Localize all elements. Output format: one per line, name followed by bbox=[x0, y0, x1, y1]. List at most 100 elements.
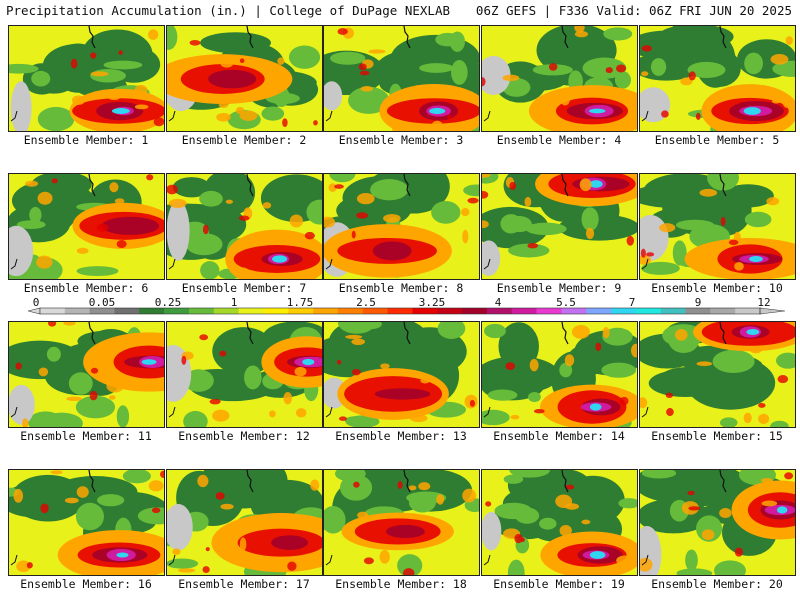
precip-field-15 bbox=[640, 322, 795, 427]
colorbar-segment bbox=[64, 308, 91, 314]
colorbar-segment bbox=[437, 308, 463, 314]
colorbar-segment bbox=[139, 308, 165, 314]
colorbar-tick-label: 1.75 bbox=[287, 296, 314, 309]
precip-field-18 bbox=[324, 470, 479, 575]
member-label-9: Ensemble Member: 9 bbox=[496, 281, 622, 295]
member-map-20 bbox=[639, 469, 796, 576]
colorbar-segment bbox=[164, 308, 190, 314]
colorbar-segment bbox=[89, 308, 115, 314]
colorbar-segment bbox=[114, 308, 140, 314]
colorbar-segment bbox=[263, 308, 289, 314]
colorbar-segment bbox=[710, 308, 736, 314]
member-map-16 bbox=[8, 469, 165, 576]
precip-field-9 bbox=[482, 174, 637, 279]
colorbar-segment bbox=[660, 308, 686, 314]
colorbar-segment bbox=[561, 308, 587, 314]
coastline-icon bbox=[561, 322, 569, 345]
colorbar-tick-label: 5.5 bbox=[556, 296, 576, 309]
title-left: Precipitation Accumulation (in.) | Colle… bbox=[6, 3, 451, 18]
colorbar-segment bbox=[685, 308, 711, 314]
precip-field-2 bbox=[167, 26, 322, 131]
member-map-8 bbox=[323, 173, 480, 280]
colorbar-segment bbox=[635, 308, 662, 314]
colorbar-segment bbox=[387, 308, 413, 314]
precip-field-10 bbox=[640, 174, 795, 279]
colorbar-tick-label: 4 bbox=[495, 296, 502, 309]
coastline-icon bbox=[88, 174, 96, 197]
coastline-icon bbox=[561, 174, 569, 197]
precip-field-13 bbox=[324, 322, 479, 427]
member-label-8: Ensemble Member: 8 bbox=[338, 281, 464, 295]
member-label-5: Ensemble Member: 5 bbox=[654, 133, 780, 147]
colorbar-segment bbox=[412, 308, 438, 314]
precip-field-6 bbox=[9, 174, 164, 279]
member-map-4 bbox=[481, 25, 638, 132]
colorbar-tick-label: 3.25 bbox=[419, 296, 446, 309]
member-label-7: Ensemble Member: 7 bbox=[181, 281, 307, 295]
colorbar-segment bbox=[40, 308, 66, 314]
member-label-15: Ensemble Member: 15 bbox=[651, 429, 783, 443]
member-label-6: Ensemble Member: 6 bbox=[23, 281, 149, 295]
colorbar-tick-label: 0 bbox=[33, 296, 40, 309]
colorbar: 0 0.05 0.25 1 1.75 2.5 3.25 4 5.5 7 9 12 bbox=[0, 296, 800, 318]
coastline-icon bbox=[88, 322, 96, 345]
member-label-18: Ensemble Member: 18 bbox=[335, 577, 467, 591]
precip-field-14 bbox=[482, 322, 637, 427]
colorbar-segment bbox=[536, 308, 562, 314]
colorbar-segment bbox=[735, 308, 761, 314]
colorbar-tick-label: 12 bbox=[757, 296, 770, 309]
precip-field-12 bbox=[167, 322, 322, 427]
member-label-2: Ensemble Member: 2 bbox=[181, 133, 307, 147]
member-map-19 bbox=[481, 469, 638, 576]
member-label-10: Ensemble Member: 10 bbox=[651, 281, 783, 295]
member-map-12 bbox=[166, 321, 323, 428]
colorbar-tick-label: 0.25 bbox=[155, 296, 182, 309]
precip-field-16 bbox=[9, 470, 164, 575]
colorbar-segment bbox=[337, 308, 364, 314]
title-right: 06Z GEFS | F336 Valid: 06Z FRI JUN 20 20… bbox=[475, 3, 792, 18]
coastline-icon bbox=[246, 26, 254, 49]
precip-field-5 bbox=[640, 26, 795, 131]
member-map-11 bbox=[8, 321, 165, 428]
member-label-16: Ensemble Member: 16 bbox=[20, 577, 152, 591]
member-map-1 bbox=[8, 25, 165, 132]
member-map-14 bbox=[481, 321, 638, 428]
colorbar-tick-label: 1 bbox=[231, 296, 238, 309]
coastline-icon bbox=[403, 174, 411, 197]
member-label-1: Ensemble Member: 1 bbox=[23, 133, 149, 147]
member-map-3 bbox=[323, 25, 480, 132]
member-label-12: Ensemble Member: 12 bbox=[178, 429, 310, 443]
colorbar-tick-label: 9 bbox=[695, 296, 702, 309]
member-map-6 bbox=[8, 173, 165, 280]
member-label-19: Ensemble Member: 19 bbox=[493, 577, 625, 591]
precip-field-4 bbox=[482, 26, 637, 131]
colorbar-segment bbox=[462, 308, 488, 314]
precip-field-20 bbox=[640, 470, 795, 575]
member-map-13 bbox=[323, 321, 480, 428]
coastline-icon bbox=[246, 470, 254, 493]
member-map-18 bbox=[323, 469, 480, 576]
precip-field-7 bbox=[167, 174, 322, 279]
colorbar-segment bbox=[313, 308, 339, 314]
colorbar-segment bbox=[611, 308, 637, 314]
colorbar-tick-label: 2.5 bbox=[356, 296, 376, 309]
member-label-13: Ensemble Member: 13 bbox=[335, 429, 467, 443]
coastline-icon bbox=[561, 470, 569, 493]
colorbar-segment bbox=[511, 308, 537, 314]
coastline-icon bbox=[719, 322, 727, 345]
member-map-5 bbox=[639, 25, 796, 132]
colorbar-segment bbox=[213, 308, 240, 314]
precip-field-17 bbox=[167, 470, 322, 575]
precip-field-19 bbox=[482, 470, 637, 575]
coastline-icon bbox=[246, 174, 254, 197]
colorbar-svg: 0 0.05 0.25 1 1.75 2.5 3.25 4 5.5 7 9 12 bbox=[27, 296, 786, 315]
member-label-3: Ensemble Member: 3 bbox=[338, 133, 464, 147]
coastline-icon bbox=[403, 322, 411, 345]
member-label-14: Ensemble Member: 14 bbox=[493, 429, 625, 443]
precip-field-11 bbox=[9, 322, 164, 427]
coastline-icon bbox=[88, 470, 96, 493]
colorbar-segment bbox=[486, 308, 513, 314]
member-map-10 bbox=[639, 173, 796, 280]
member-map-2 bbox=[166, 25, 323, 132]
member-map-15 bbox=[639, 321, 796, 428]
